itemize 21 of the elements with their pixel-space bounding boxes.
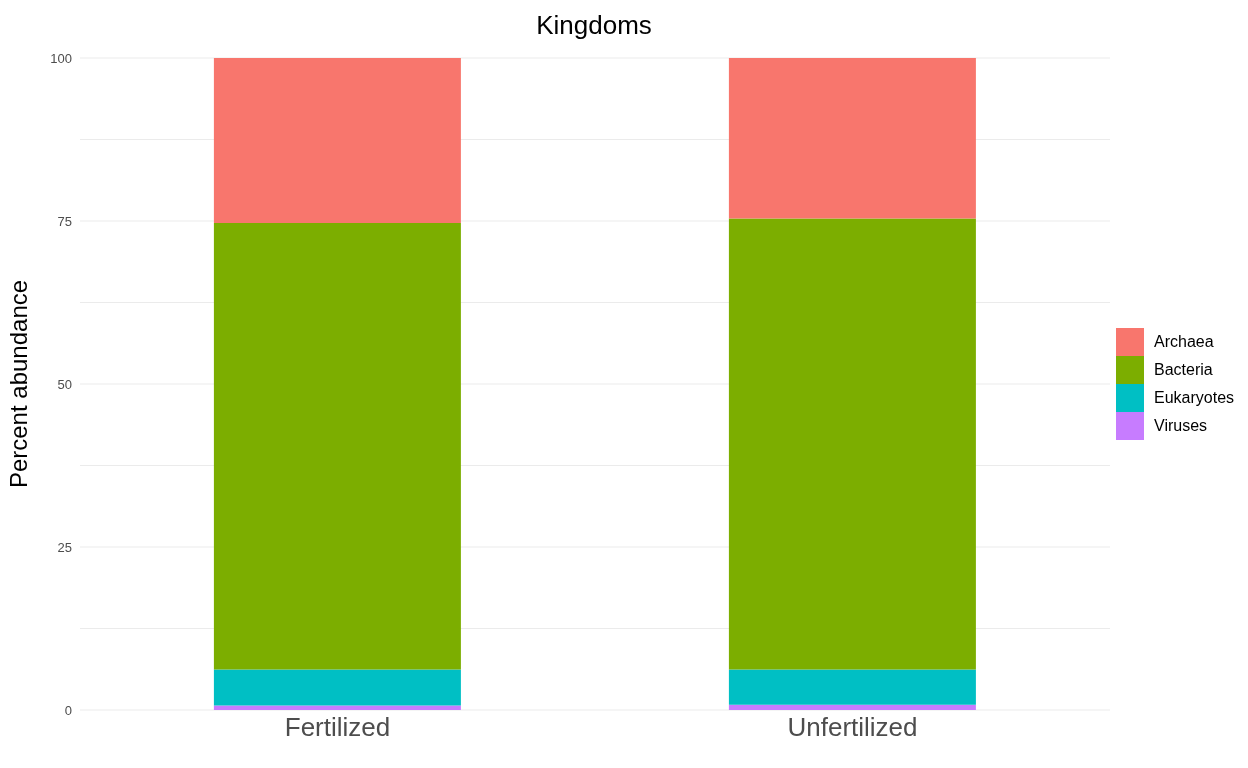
bar bbox=[213, 705, 461, 710]
y-tick-label: 0 bbox=[64, 702, 72, 718]
bar bbox=[728, 669, 976, 705]
legend-label: Viruses bbox=[1154, 417, 1208, 435]
x-tick-label: Unfertilized bbox=[787, 712, 918, 743]
bar bbox=[213, 58, 461, 223]
legend-label: Bacteria bbox=[1154, 361, 1213, 379]
bar bbox=[728, 58, 976, 219]
bar bbox=[213, 669, 461, 706]
y-axis-title: Percent abundance bbox=[4, 279, 32, 489]
y-tick-label: 75 bbox=[57, 213, 72, 229]
y-tick-label: 100 bbox=[50, 50, 72, 66]
x-tick-label: Fertilized bbox=[284, 712, 391, 743]
chart-title: Kingdoms bbox=[535, 10, 653, 41]
bar bbox=[213, 222, 461, 670]
legend-label: Eukaryotes bbox=[1154, 389, 1235, 407]
bar bbox=[728, 704, 976, 710]
legend-label: Archaea bbox=[1154, 333, 1214, 351]
y-tick-label: 50 bbox=[57, 376, 72, 392]
bar bbox=[728, 218, 976, 670]
y-tick-label: 25 bbox=[57, 539, 72, 555]
